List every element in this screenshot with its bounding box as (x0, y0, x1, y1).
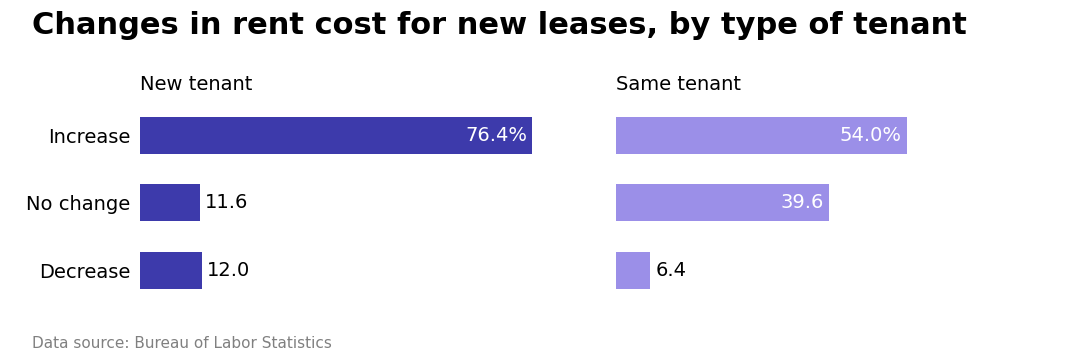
Text: 11.6: 11.6 (205, 193, 248, 212)
Text: 76.4%: 76.4% (465, 126, 527, 145)
Text: New tenant: New tenant (140, 75, 253, 94)
Text: 12.0: 12.0 (207, 261, 251, 280)
Text: Same tenant: Same tenant (616, 75, 741, 94)
Bar (616, 184, 829, 221)
Bar (616, 117, 907, 154)
Text: 39.6: 39.6 (781, 193, 824, 212)
Text: Data source: Bureau of Labor Statistics: Data source: Bureau of Labor Statistics (32, 336, 333, 351)
Text: 54.0%: 54.0% (840, 126, 902, 145)
Bar (140, 117, 532, 154)
Bar (616, 252, 650, 289)
Text: Changes in rent cost for new leases, by type of tenant: Changes in rent cost for new leases, by … (32, 11, 968, 40)
Bar (140, 252, 202, 289)
Bar (140, 184, 200, 221)
Text: 6.4: 6.4 (656, 261, 687, 280)
